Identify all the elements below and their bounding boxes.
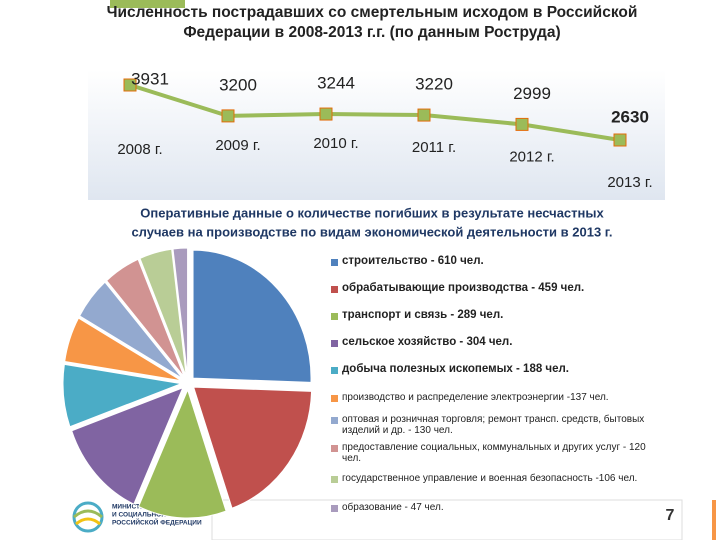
pie-slice	[139, 248, 187, 377]
legend-label: государственное управление и военная без…	[342, 473, 638, 484]
logo	[72, 501, 104, 533]
value-label: 2999	[513, 84, 551, 103]
footer-box	[211, 499, 683, 540]
legend-swatch	[331, 259, 338, 266]
legend-swatch	[331, 395, 338, 402]
legend-label: предоставление социальных, коммунальных …	[342, 442, 646, 464]
legend-swatch	[331, 445, 338, 452]
marker	[417, 108, 431, 122]
pie-slice	[71, 386, 184, 505]
legend-label: производство и распределение электроэнер…	[342, 392, 609, 403]
legend-label: сельское хозяйство - 304 чел.	[342, 336, 513, 348]
logo-text: РОССИЙСКОЙ ФЕДЕРАЦИИ	[112, 518, 202, 527]
pie-slice	[192, 386, 313, 509]
legend-swatch	[331, 313, 338, 320]
marker	[221, 109, 235, 123]
pie-slice	[79, 281, 183, 380]
category-label: 2012 г.	[509, 148, 554, 165]
category-label: 2008 г.	[117, 141, 162, 158]
pie-slice	[137, 388, 227, 519]
pie-title: случаев на производстве по видам экономи…	[131, 224, 612, 239]
legend-label: обрабатывающие производства - 459 чел.	[342, 282, 585, 294]
marker	[515, 117, 529, 131]
line	[129, 83, 621, 142]
value-label: 3200	[219, 75, 257, 94]
legend-label: добыча полезных ископемых - 188 чел.	[342, 363, 570, 375]
legend-label: оптовая и розничная торговля; ремонт тра…	[342, 414, 645, 436]
pie-slice	[64, 317, 182, 382]
value-label: 3220	[415, 75, 453, 94]
category-label: 2011 г.	[412, 139, 456, 156]
title: Численность пострадавших со смертельным …	[107, 4, 638, 21]
value-label: 3931	[131, 69, 169, 88]
legend-label: транспорт и связь - 289 чел.	[342, 309, 504, 321]
pie-slice	[62, 363, 183, 428]
pie-slice	[172, 247, 189, 377]
category-label: 2010 г.	[313, 135, 358, 152]
legend-swatch	[331, 286, 338, 293]
logo-text: И СОЦИАЛЬНОЙ ЗАЩИТЫ	[112, 510, 198, 519]
legend-label: образование - 47 чел.	[342, 502, 444, 513]
legend-swatch	[331, 340, 338, 347]
marker	[613, 133, 627, 147]
marker	[319, 107, 333, 121]
pie-slice	[192, 249, 312, 383]
line-panel	[88, 70, 665, 200]
pie-slice	[106, 258, 185, 378]
pie-title: Оперативные данные о количестве погибших…	[140, 205, 604, 220]
category-label: 2009 г.	[215, 137, 260, 154]
top-bar	[110, 0, 185, 8]
value-label: 2630	[611, 107, 649, 126]
page-number: 7	[666, 507, 675, 524]
legend-swatch	[331, 505, 338, 512]
marker	[123, 78, 137, 92]
legend-swatch	[331, 367, 338, 374]
legend-label: строительство - 610 чел.	[342, 255, 484, 267]
legend-swatch	[331, 476, 338, 483]
category-label: 2013 г.	[607, 174, 652, 191]
value-label: 3244	[317, 74, 355, 93]
title: Федерации в 2008-2013 г.г. (по данным Ро…	[183, 24, 560, 41]
legend-swatch	[331, 417, 338, 424]
